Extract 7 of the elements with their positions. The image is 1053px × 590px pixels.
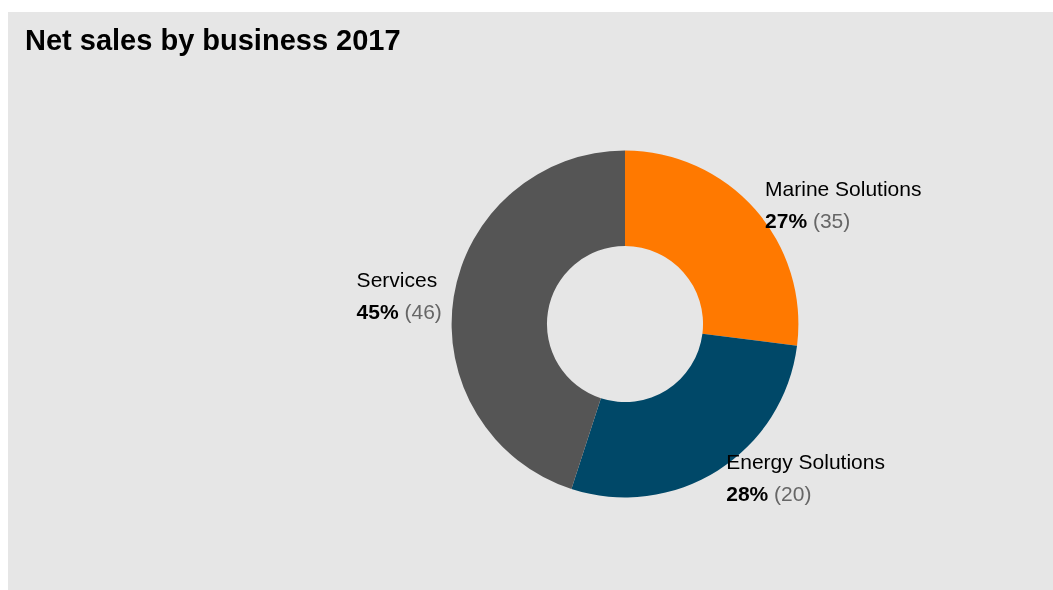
data-label: 45% (46) <box>356 300 442 324</box>
data-label: 27% (35) <box>765 208 851 232</box>
slice-label: Services <box>356 268 438 292</box>
chart-title: Net sales by business 2017 <box>25 23 401 56</box>
data-label: 28% (20) <box>726 481 812 505</box>
slice-label: Marine Solutions <box>765 176 922 200</box>
slice-label: Energy Solutions <box>726 449 885 473</box>
